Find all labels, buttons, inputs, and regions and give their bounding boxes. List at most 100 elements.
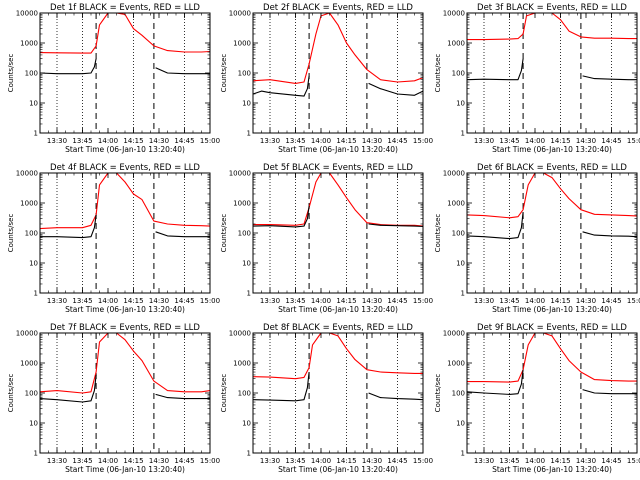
- y-tick-label: 10: [456, 100, 465, 108]
- x-tick-label: 14:45: [174, 137, 194, 145]
- chart-title: Det 7f BLACK = Events, RED = LLD: [50, 323, 200, 333]
- y-tick-label: 1: [34, 450, 38, 458]
- x-tick-label: 15:00: [200, 297, 220, 305]
- chart-panel-4: Det 4f BLACK = Events, RED = LLD 1 10 100 10…: [7, 163, 220, 314]
- y-tick-label: 10000: [229, 10, 251, 18]
- y-tick-label: 10: [242, 260, 251, 268]
- x-tick-label: 13:45: [499, 137, 519, 145]
- x-tick-label: 14:00: [311, 137, 331, 145]
- series-line-red: [467, 332, 637, 383]
- x-tick-label: 14:15: [336, 457, 356, 465]
- x-tick-label: 13:30: [47, 137, 67, 145]
- x-axis-label: Start Time (06-Jan-10 13:20:40): [65, 465, 185, 474]
- y-tick-label: 100: [238, 390, 251, 398]
- x-tick-label: 13:30: [260, 297, 280, 305]
- chart-title: Det 2f BLACK = Events, RED = LLD: [263, 3, 413, 13]
- y-tick-label: 1000: [447, 360, 465, 368]
- y-tick-label: 1: [461, 450, 465, 458]
- x-tick-label: 14:30: [362, 137, 382, 145]
- y-tick-label: 10000: [443, 170, 465, 178]
- chart-title: Det 3f BLACK = Events, RED = LLD: [477, 3, 627, 13]
- chart-panel-5: Det 5f BLACK = Events, RED = LLD 1 10 100 10…: [220, 163, 433, 314]
- x-tick-label: 14:45: [601, 297, 621, 305]
- series-line-black: [39, 374, 210, 403]
- x-tick-label: 13:45: [499, 297, 519, 305]
- y-tick-label: 10: [242, 420, 251, 428]
- x-tick-label: 14:30: [362, 457, 382, 465]
- series-line-black: [40, 214, 210, 239]
- x-axis-label: Start Time (06-Jan-10 13:20:40): [278, 305, 398, 314]
- x-tick-label: 13:45: [72, 297, 92, 305]
- x-tick-label: 14:15: [550, 457, 570, 465]
- series-line-black: [252, 371, 424, 402]
- y-tick-label: 10: [29, 420, 38, 428]
- y-tick-label: 10: [456, 420, 465, 428]
- x-tick-label: 14:15: [550, 137, 570, 145]
- x-tick-label: 13:45: [499, 457, 519, 465]
- x-tick-label: 13:45: [72, 457, 92, 465]
- y-tick-label: 1: [461, 130, 465, 138]
- y-tick-label: 100: [452, 230, 465, 238]
- x-tick-label: 14:00: [525, 137, 545, 145]
- y-axis-label: Counts/sec: [220, 54, 228, 93]
- x-tick-label: 14:00: [98, 457, 118, 465]
- chart-title: Det 8f BLACK = Events, RED = LLD: [263, 323, 413, 333]
- x-axis-label: Start Time (06-Jan-10 13:20:40): [278, 145, 398, 154]
- chart-title: Det 1f BLACK = Events, RED = LLD: [50, 3, 200, 13]
- y-tick-label: 1000: [447, 200, 465, 208]
- y-tick-label: 100: [452, 70, 465, 78]
- x-tick-label: 14:45: [601, 457, 621, 465]
- x-tick-label: 13:45: [285, 137, 305, 145]
- y-tick-label: 10: [456, 260, 465, 268]
- chart-panel-8: Det 8f BLACK = Events, RED = LLD 1 10 100 10…: [220, 323, 433, 474]
- x-tick-label: 14:00: [525, 297, 545, 305]
- y-axis-label: Counts/sec: [434, 214, 442, 253]
- series-line-black: [252, 205, 424, 228]
- series-line-red: [252, 12, 424, 84]
- x-tick-label: 15:00: [413, 137, 433, 145]
- y-tick-label: 1: [461, 290, 465, 298]
- x-tick-label: 14:30: [149, 137, 169, 145]
- x-tick-label: 14:30: [149, 457, 169, 465]
- series-line-red: [252, 332, 423, 380]
- x-tick-label: 14:30: [576, 137, 596, 145]
- chart-title: Det 4f BLACK = Events, RED = LLD: [50, 163, 200, 173]
- y-tick-label: 1000: [20, 40, 38, 48]
- x-tick-label: 14:45: [387, 457, 407, 465]
- x-tick-label: 13:45: [72, 137, 92, 145]
- x-axis-label: Start Time (06-Jan-10 13:20:40): [492, 145, 612, 154]
- series-line-red: [39, 332, 211, 394]
- x-tick-label: 13:30: [47, 297, 67, 305]
- y-tick-label: 10000: [443, 10, 465, 18]
- x-tick-label: 13:30: [260, 137, 280, 145]
- x-tick-label: 14:00: [311, 457, 331, 465]
- x-tick-label: 15:00: [627, 137, 640, 145]
- x-tick-label: 14:30: [576, 297, 596, 305]
- y-tick-label: 1: [34, 290, 38, 298]
- y-tick-label: 10: [242, 100, 251, 108]
- x-tick-label: 14:15: [336, 297, 356, 305]
- x-tick-label: 13:45: [285, 457, 305, 465]
- y-tick-label: 10000: [16, 10, 38, 18]
- y-tick-label: 100: [25, 230, 38, 238]
- x-tick-label: 13:30: [474, 297, 494, 305]
- x-tick-label: 14:45: [601, 137, 621, 145]
- series-line-black: [466, 369, 637, 395]
- x-tick-label: 15:00: [200, 457, 220, 465]
- series-line-black: [466, 211, 638, 240]
- x-axis-label: Start Time (06-Jan-10 13:20:40): [492, 465, 612, 474]
- y-tick-label: 10: [29, 260, 38, 268]
- x-tick-label: 14:00: [98, 137, 118, 145]
- chart-panel-6: Det 6f BLACK = Events, RED = LLD 1 10 100 10…: [434, 163, 640, 314]
- y-tick-label: 1: [247, 450, 251, 458]
- x-tick-label: 15:00: [200, 137, 220, 145]
- x-tick-label: 14:15: [336, 137, 356, 145]
- x-axis-label: Start Time (06-Jan-10 13:20:40): [65, 305, 185, 314]
- x-tick-label: 15:00: [413, 457, 433, 465]
- series-line-red: [39, 12, 211, 54]
- y-tick-label: 1: [247, 130, 251, 138]
- x-tick-label: 14:30: [362, 297, 382, 305]
- y-tick-label: 10000: [16, 170, 38, 178]
- y-tick-label: 100: [238, 230, 251, 238]
